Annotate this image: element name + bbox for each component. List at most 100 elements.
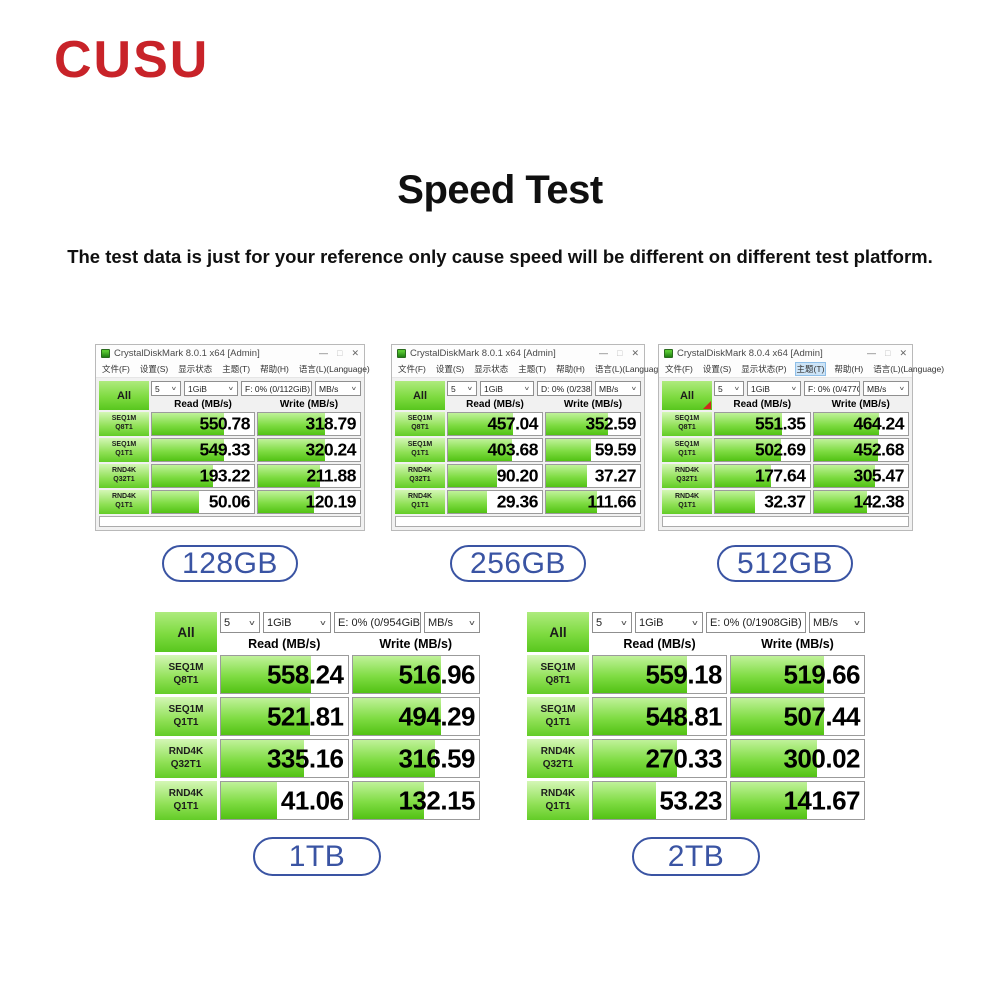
menu-item[interactable]: 帮助(H) — [834, 364, 864, 374]
close-icon[interactable]: ✕ — [899, 348, 907, 358]
close-icon[interactable]: ✕ — [631, 348, 639, 358]
unit-value: MB/s — [428, 616, 454, 629]
unit-select[interactable]: MB/s ∨ — [315, 381, 361, 396]
unit-select[interactable]: MB/s ∨ — [863, 381, 909, 396]
queue-thread: Q32T1 — [676, 476, 698, 483]
read-speed-value: 559.18 — [645, 659, 722, 689]
read-speed-cell: 559.18 — [592, 655, 727, 694]
write-speed-value: 519.66 — [783, 659, 860, 689]
menu-item[interactable]: 显示状态 — [474, 364, 509, 374]
menu-item[interactable]: 主题(T) — [222, 364, 251, 374]
write-speed-value: 452.68 — [853, 439, 904, 460]
chevron-down-icon: ∨ — [898, 384, 905, 392]
test-name: SEQ1M — [540, 662, 576, 673]
read-speed-cell: 41.06 — [220, 781, 349, 820]
speed-bar — [731, 698, 824, 735]
test-row-label: SEQ1M Q1T1 — [662, 438, 712, 462]
toolbar-selects: 5 ∨ 1GiB ∨ F: 0% (0/112GiB) ∨ MB/s ∨ — [151, 381, 361, 396]
disclaimer-text: The test data is just for your reference… — [67, 246, 933, 267]
capacity-badge-256gb: 256GB — [450, 545, 586, 582]
menu-item[interactable]: 语言(L)(Language) — [298, 364, 370, 374]
test-count-select[interactable]: 5 ∨ — [447, 381, 477, 396]
test-count-select[interactable]: 5 ∨ — [151, 381, 181, 396]
speed-bar — [813, 491, 868, 513]
menu-item[interactable]: 语言(L)(Language) — [873, 364, 945, 374]
test-row-label: RND4K Q32T1 — [527, 739, 589, 778]
write-column-header: Write (MB/s) — [761, 637, 834, 651]
test-size-select[interactable]: 1GiB ∨ — [635, 612, 703, 633]
unit-value: MB/s — [599, 383, 619, 394]
write-speed-cell: 519.66 — [730, 655, 865, 694]
menu-item[interactable]: 语言(L)(Language) — [594, 364, 666, 374]
queue-thread: Q1T1 — [545, 800, 571, 812]
write-speed-value: 464.24 — [853, 413, 904, 434]
menu-item[interactable]: 文件(F) — [398, 364, 426, 374]
menu-item[interactable]: 文件(F) — [665, 364, 693, 374]
speed-bar — [221, 782, 278, 819]
maximize-icon[interactable]: □ — [617, 348, 623, 358]
test-size-value: 1GiB — [639, 616, 664, 629]
window-titlebar: CrystalDiskMark 8.0.1 x64 [Admin] — □ ✕ — [96, 345, 364, 362]
queue-thread: Q32T1 — [113, 476, 135, 483]
test-size-select[interactable]: 1GiB ∨ — [747, 381, 801, 396]
queue-thread: Q8T1 — [545, 674, 571, 686]
menu-item[interactable]: 主题(T) — [794, 362, 827, 376]
maximize-icon[interactable]: □ — [337, 348, 343, 358]
cdm-window-128gb: CrystalDiskMark 8.0.1 x64 [Admin] — □ ✕ … — [95, 344, 370, 531]
menu-item[interactable]: 帮助(H) — [556, 364, 585, 374]
menu-item[interactable]: 显示状态 — [178, 364, 213, 374]
test-count-select[interactable]: 5 ∨ — [714, 381, 744, 396]
minimize-icon[interactable]: — — [319, 348, 329, 358]
test-size-select[interactable]: 1GiB ∨ — [480, 381, 534, 396]
queue-thread: Q1T1 — [411, 450, 429, 457]
speed-bar — [152, 413, 225, 435]
unit-select[interactable]: MB/s ∨ — [595, 381, 641, 396]
minimize-icon[interactable]: — — [867, 348, 877, 358]
menu-item[interactable]: 设置(S) — [435, 364, 465, 374]
capacity-badge-label: 256GB — [470, 546, 566, 580]
menu-item[interactable]: 帮助(H) — [260, 364, 289, 374]
all-button[interactable]: All — [662, 381, 712, 410]
test-size-select[interactable]: 1GiB ∨ — [184, 381, 238, 396]
chevron-down-icon: ∨ — [227, 384, 234, 392]
all-button[interactable]: All — [99, 381, 149, 410]
test-size-select[interactable]: 1GiB ∨ — [263, 612, 331, 633]
test-count-select[interactable]: 5 ∨ — [220, 612, 260, 633]
queue-thread: Q8T1 — [173, 674, 199, 686]
test-row-label: RND4K Q32T1 — [99, 464, 149, 488]
all-button[interactable]: All — [155, 612, 217, 652]
write-column-header: Write (MB/s) — [831, 398, 890, 410]
write-speed-cell: 120.19 — [257, 490, 361, 514]
benchmark-grid: All 5 ∨ 1GiB ∨ F: 0% (0/112GiB) ∨ MB/s ∨ — [96, 378, 364, 530]
unit-select[interactable]: MB/s ∨ — [424, 612, 480, 633]
target-drive-select[interactable]: D: 0% (0/238GiB) ∨ — [537, 381, 592, 396]
target-drive-select[interactable]: F: 0% (0/477GiB) ∨ — [804, 381, 860, 396]
cdm-window-2tb: All 5 ∨ 1GiB ∨ E: 0% (0/1908GiB) ∨ MB/s … — [527, 612, 865, 820]
all-button[interactable]: All — [527, 612, 589, 652]
menu-item[interactable]: 主题(T) — [518, 364, 547, 374]
menu-item[interactable]: 设置(S) — [702, 364, 732, 374]
test-count-select[interactable]: 5 ∨ — [592, 612, 632, 633]
target-drive-select[interactable]: E: 0% (0/954GiB) ∨ — [334, 612, 421, 633]
read-speed-value: 335.16 — [266, 743, 344, 773]
test-row-label: SEQ1M Q8T1 — [99, 412, 149, 436]
menu-item[interactable]: 设置(S) — [139, 364, 169, 374]
speed-bar — [352, 782, 424, 819]
queue-thread: Q1T1 — [545, 716, 571, 728]
write-speed-value: 494.29 — [398, 701, 475, 731]
write-speed-value: 142.38 — [853, 491, 904, 512]
queue-thread: Q1T1 — [678, 450, 696, 457]
all-button[interactable]: All — [395, 381, 445, 410]
read-speed-cell: 558.24 — [220, 655, 349, 694]
write-speed-cell: 300.02 — [730, 739, 865, 778]
maximize-icon[interactable]: □ — [885, 348, 891, 358]
close-icon[interactable]: ✕ — [351, 348, 359, 358]
menu-item[interactable]: 显示状态(P) — [741, 364, 787, 374]
target-drive-select[interactable]: F: 0% (0/112GiB) ∨ — [241, 381, 312, 396]
unit-select[interactable]: MB/s ∨ — [809, 612, 865, 633]
target-drive-select[interactable]: E: 0% (0/1908GiB) ∨ — [706, 612, 806, 633]
menu-item[interactable]: 文件(F) — [102, 364, 130, 374]
write-speed-value: 316.59 — [398, 743, 475, 773]
speed-bar — [813, 439, 879, 461]
minimize-icon[interactable]: — — [599, 348, 609, 358]
